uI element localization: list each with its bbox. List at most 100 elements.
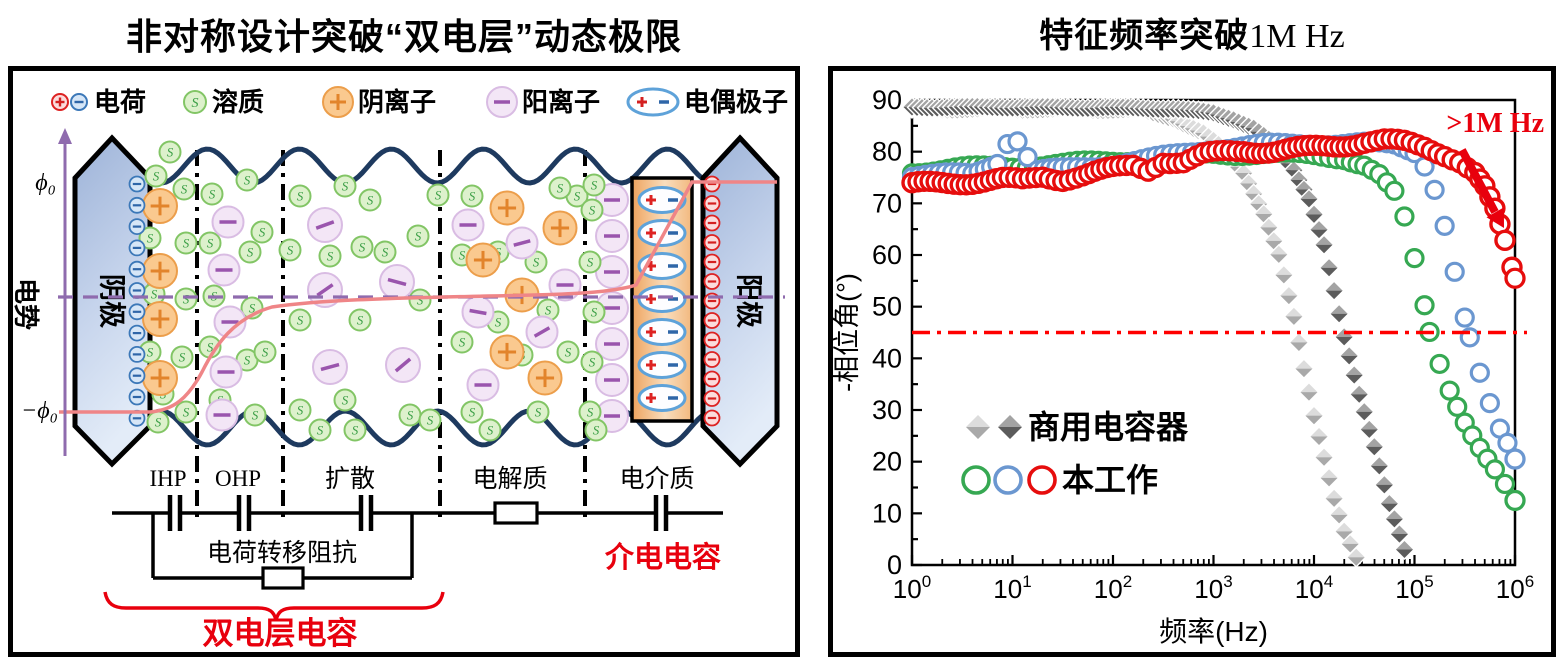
x-axis-label: 频率(Hz) <box>1159 616 1268 647</box>
svg-text:101: 101 <box>993 572 1031 604</box>
svg-text:S: S <box>183 236 190 251</box>
legend-label-anion: 阴离子 <box>358 87 436 117</box>
svg-text:104: 104 <box>1295 572 1333 604</box>
y-axis-label: -相位角(°) <box>832 273 862 392</box>
y-axis-ticks: 0 10 20 30 40 50 60 70 80 90 <box>872 85 922 580</box>
potential-axis-label: 电势 <box>11 278 41 330</box>
svg-text:S: S <box>297 189 304 204</box>
equivalent-circuit <box>112 495 723 590</box>
region-label-ihp: IHP <box>149 466 186 491</box>
svg-text:S: S <box>259 225 266 240</box>
svg-text:20: 20 <box>872 447 902 477</box>
svg-text:S: S <box>589 203 596 218</box>
svg-text:40: 40 <box>872 343 902 373</box>
resistor-icon <box>493 501 539 525</box>
resistor-icon <box>261 566 305 590</box>
solute-icon: S <box>183 90 207 114</box>
phase-angle-chart-panel: 0 10 20 30 40 50 60 70 80 90 100 101 102 103 104 105 106… <box>828 66 1556 657</box>
breakthrough-annotation: >1M Hz <box>1446 108 1544 139</box>
potential-profile-curve <box>59 180 777 414</box>
svg-text:S: S <box>183 292 190 307</box>
svg-text:S: S <box>469 189 476 204</box>
svg-text:S: S <box>407 408 414 423</box>
dipole-icon <box>626 87 680 117</box>
charge-plus-icon <box>51 93 69 111</box>
svg-text:S: S <box>587 405 594 420</box>
region-divider-lines <box>195 150 587 518</box>
svg-text:S: S <box>589 355 596 370</box>
svg-text:S: S <box>252 408 259 423</box>
svg-text:S: S <box>535 405 542 420</box>
region-label-dielectric: 电介质 <box>619 465 694 493</box>
svg-text:S: S <box>565 345 572 360</box>
svg-text:S: S <box>342 179 349 194</box>
phi0-label: ϕ₀ <box>35 170 56 196</box>
legend-label-solute: 溶质 <box>212 87 264 117</box>
legend-label-dipole: 电偶极子 <box>684 87 788 117</box>
svg-text:S: S <box>591 178 598 193</box>
svg-text:102: 102 <box>1094 572 1132 604</box>
charge-transfer-label: 电荷转移阻抗 <box>207 539 357 567</box>
svg-text:S: S <box>244 353 251 368</box>
svg-text:103: 103 <box>1194 572 1232 604</box>
svg-text:S: S <box>262 345 269 360</box>
svg-text:S: S <box>317 423 324 438</box>
svg-text:S: S <box>147 345 154 360</box>
edl-capacitance-label: 双电层电容 <box>203 616 358 651</box>
breakthrough-arrow-icon <box>1458 148 1499 214</box>
left-figure-title: 非对称设计突破“双电层”动态极限 <box>125 16 682 57</box>
svg-text:S: S <box>209 187 216 202</box>
svg-text:S: S <box>327 249 334 264</box>
series-this-work-red <box>901 128 1526 289</box>
legend-label-cation: 阳离子 <box>522 87 600 117</box>
svg-text:S: S <box>183 405 190 420</box>
svg-text:S: S <box>487 423 494 438</box>
cathode-label: 阴极 <box>97 274 127 328</box>
svg-text:S: S <box>469 405 476 420</box>
svg-text:S: S <box>367 193 374 208</box>
svg-text:50: 50 <box>872 292 902 322</box>
dipole-column <box>637 186 687 412</box>
svg-text:30: 30 <box>872 395 902 425</box>
svg-text:S: S <box>247 245 254 260</box>
svg-text:S: S <box>249 301 256 316</box>
svg-text:S: S <box>155 415 162 430</box>
svg-text:S: S <box>207 236 214 251</box>
svg-text:S: S <box>435 188 442 203</box>
svg-text:105: 105 <box>1395 572 1433 604</box>
svg-text:S: S <box>459 248 466 263</box>
svg-text:S: S <box>382 245 389 260</box>
neg-phi0-label: −ϕ₀ <box>21 398 58 424</box>
svg-text:S: S <box>574 189 581 204</box>
svg-text:S: S <box>207 340 214 355</box>
charge-minus-icon <box>70 93 88 111</box>
svg-text:S: S <box>415 229 422 244</box>
svg-text:S: S <box>179 350 186 365</box>
svg-text:S: S <box>153 169 160 184</box>
left-panel-border <box>8 66 800 657</box>
svg-text:S: S <box>593 423 600 438</box>
diagram-legend: 电荷 S 溶质 阴离子 阳离子 电偶极子 <box>51 86 788 118</box>
svg-text:S: S <box>459 335 466 350</box>
dielectric-capacitance-label: 介电电容 <box>604 540 721 574</box>
svg-text:S: S <box>151 287 158 302</box>
region-labels: IHP OHP 扩散 电解质 电介质 <box>149 465 694 493</box>
svg-text:S: S <box>357 313 364 328</box>
svg-text:S: S <box>297 313 304 328</box>
svg-text:90: 90 <box>872 85 902 115</box>
svg-text:S: S <box>342 393 349 408</box>
svg-text:S: S <box>533 255 540 270</box>
svg-text:S: S <box>359 240 366 255</box>
svg-text:S: S <box>427 413 434 428</box>
svg-text:S: S <box>244 173 251 188</box>
svg-text:S: S <box>591 305 598 320</box>
svg-text:S: S <box>297 403 304 418</box>
anode-label: 阳极 <box>734 274 764 328</box>
edl-brace <box>103 591 445 621</box>
svg-text:S: S <box>287 243 294 258</box>
svg-text:S: S <box>417 293 424 308</box>
